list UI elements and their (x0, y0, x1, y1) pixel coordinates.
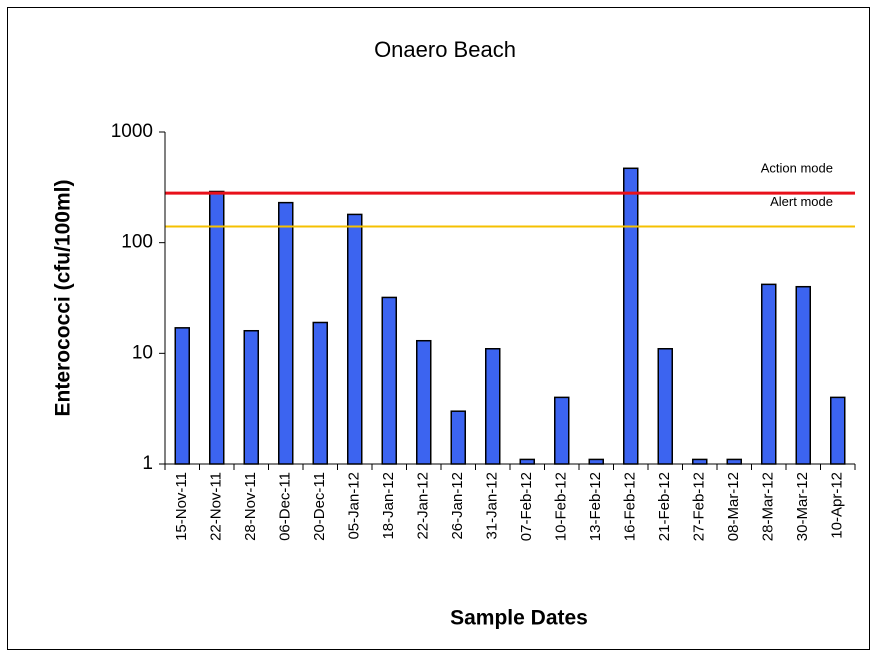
x-tick-label: 31-Jan-12 (484, 472, 501, 540)
x-tick-label: 28-Mar-12 (760, 472, 777, 541)
reference-label: Alert mode (770, 194, 833, 209)
bar (485, 348, 501, 465)
x-tick-label: 06-Dec-11 (277, 472, 294, 541)
bar (416, 339, 432, 465)
bar (623, 167, 639, 465)
bar (450, 410, 466, 465)
bar (692, 458, 708, 465)
x-tick-label: 22-Nov-11 (208, 472, 225, 541)
chart-title: Onaero Beach (374, 37, 516, 62)
bar (519, 458, 535, 465)
bar (278, 201, 294, 465)
x-tick-label: 26-Jan-12 (449, 472, 466, 540)
x-tick-label: 10-Feb-12 (553, 472, 570, 541)
bar (174, 327, 190, 465)
y-tick-label: 100 (121, 232, 153, 253)
y-tick-label: 1000 (111, 121, 153, 142)
x-axis-label: Sample Dates (450, 607, 588, 630)
y-tick-label: 1 (142, 453, 153, 474)
reference-label: Action mode (761, 161, 833, 176)
bar (554, 396, 570, 465)
x-tick-label: 16-Feb-12 (622, 472, 639, 541)
bar (209, 190, 225, 465)
bar (243, 329, 259, 465)
x-tick-label: 28-Nov-11 (242, 472, 259, 541)
x-tick-label: 20-Dec-11 (311, 472, 328, 541)
bar (795, 285, 811, 465)
x-tick-label: 08-Mar-12 (725, 472, 742, 541)
bar (381, 296, 397, 465)
bar (657, 348, 673, 465)
y-tick-label: 10 (132, 342, 153, 363)
bar (830, 396, 846, 465)
bar (347, 213, 363, 465)
x-tick-label: 21-Feb-12 (656, 472, 673, 541)
y-axis-label: Enterococci (cfu/100ml) (52, 180, 75, 417)
x-tick-label: 18-Jan-12 (380, 472, 397, 540)
bar (726, 458, 742, 465)
bar (312, 321, 328, 465)
bar (761, 283, 777, 465)
x-tick-label: 13-Feb-12 (587, 472, 604, 541)
x-tick-label: 15-Nov-11 (173, 472, 190, 541)
x-tick-label: 22-Jan-12 (415, 472, 432, 540)
x-tick-label: 05-Jan-12 (346, 472, 363, 540)
bar (588, 458, 604, 465)
x-tick-label: 07-Feb-12 (518, 472, 535, 541)
chart-frame (7, 7, 870, 650)
x-tick-label: 27-Feb-12 (691, 472, 708, 541)
x-tick-label: 10-Apr-12 (829, 472, 846, 539)
x-tick-label: 30-Mar-12 (794, 472, 811, 541)
